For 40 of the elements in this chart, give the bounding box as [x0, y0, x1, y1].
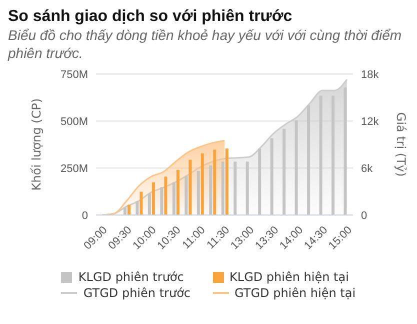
legend-label: GTGD phiên trước: [83, 286, 191, 300]
legend-label: GTGD phiên hiện tại: [234, 286, 356, 300]
y2-tick-label: 18k: [361, 68, 380, 81]
bar: [213, 150, 216, 215]
chart-title: So sánh giao dịch so với phiên trước: [8, 8, 294, 26]
y2-tick-label: 0: [361, 210, 368, 222]
chart-subtitle: Biểu đồ cho thấy dòng tiền khoẻ hay yếu với với cùng thời điểm phiên trước.: [8, 26, 403, 62]
legend-label: KLGD phiên trước: [78, 270, 184, 284]
y2-tick-label: 6k: [361, 162, 374, 175]
y2-tick-label: 12k: [361, 116, 380, 128]
y-tick-label: 750M: [60, 68, 88, 81]
bar: [172, 182, 176, 215]
bar: [123, 207, 126, 215]
bar: [127, 204, 130, 215]
bar: [246, 162, 249, 215]
y2-axis-title: Giá trị (Tỷ): [394, 112, 408, 177]
bar: [152, 182, 155, 215]
bar: [188, 160, 192, 215]
bar: [176, 170, 180, 215]
bar: [140, 192, 143, 215]
bar: [148, 194, 151, 215]
bar: [332, 96, 335, 215]
bar: [344, 88, 347, 215]
bar: [184, 176, 188, 215]
bar: [196, 171, 200, 215]
bar: [319, 96, 322, 215]
y-tick-label: 250M: [60, 162, 88, 175]
bar: [136, 201, 139, 215]
y-tick-label: 500M: [60, 116, 88, 128]
bar: [234, 162, 237, 215]
bar: [164, 176, 168, 215]
bar: [209, 165, 212, 215]
bar: [225, 148, 228, 215]
bar: [200, 153, 204, 215]
bar: [221, 162, 224, 215]
bar: [282, 128, 286, 215]
legend-label: KLGD phiên hiện tại: [230, 270, 349, 284]
y-tick-label: 0: [82, 210, 88, 222]
bar: [160, 187, 164, 215]
y-axis-title: Khối lượng (CP): [29, 98, 44, 191]
